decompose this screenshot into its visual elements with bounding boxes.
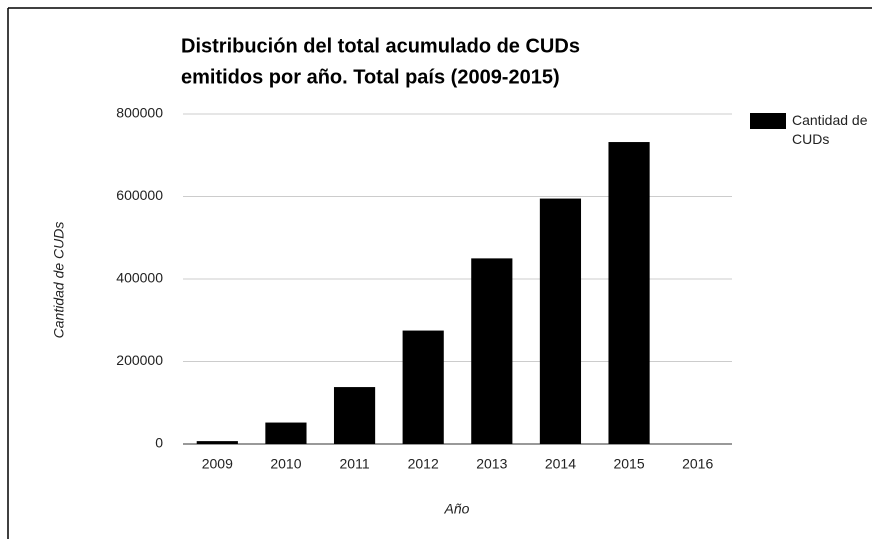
- bar: [265, 422, 307, 444]
- chart-title: Distribución del total acumulado de CUDs: [181, 35, 580, 57]
- y-axis-title: Cantidad de CUDs: [51, 222, 67, 339]
- y-tick-label: 0: [155, 435, 163, 451]
- legend-swatch: [750, 113, 786, 129]
- bar: [471, 258, 513, 444]
- bar: [402, 330, 444, 444]
- y-tick-label: 800000: [116, 105, 163, 121]
- bar: [333, 387, 376, 444]
- x-tick-label: 2012: [408, 456, 439, 472]
- x-tick-label: 2011: [340, 456, 370, 472]
- y-tick-label: 600000: [116, 187, 163, 203]
- x-tick-label: 2015: [613, 456, 644, 472]
- x-tick-label: 2009: [202, 456, 233, 472]
- x-tick-label: 2010: [270, 456, 301, 472]
- bar: [608, 142, 650, 445]
- y-tick-label: 200000: [116, 352, 163, 368]
- legend-label: Cantidad de CUDs: [792, 112, 868, 147]
- bar: [196, 441, 238, 444]
- y-tick-label: 400000: [116, 270, 163, 286]
- chart-title: emitidos por año. Total país (2009-2015): [181, 66, 560, 88]
- x-tick-label: 2016: [682, 456, 713, 472]
- bar: [539, 198, 582, 444]
- x-axis-title: Año: [444, 501, 470, 517]
- legend-entry: Cantidad de CUDs: [792, 112, 868, 147]
- x-tick-label: 2013: [476, 456, 507, 472]
- x-tick-label: 2014: [545, 456, 576, 472]
